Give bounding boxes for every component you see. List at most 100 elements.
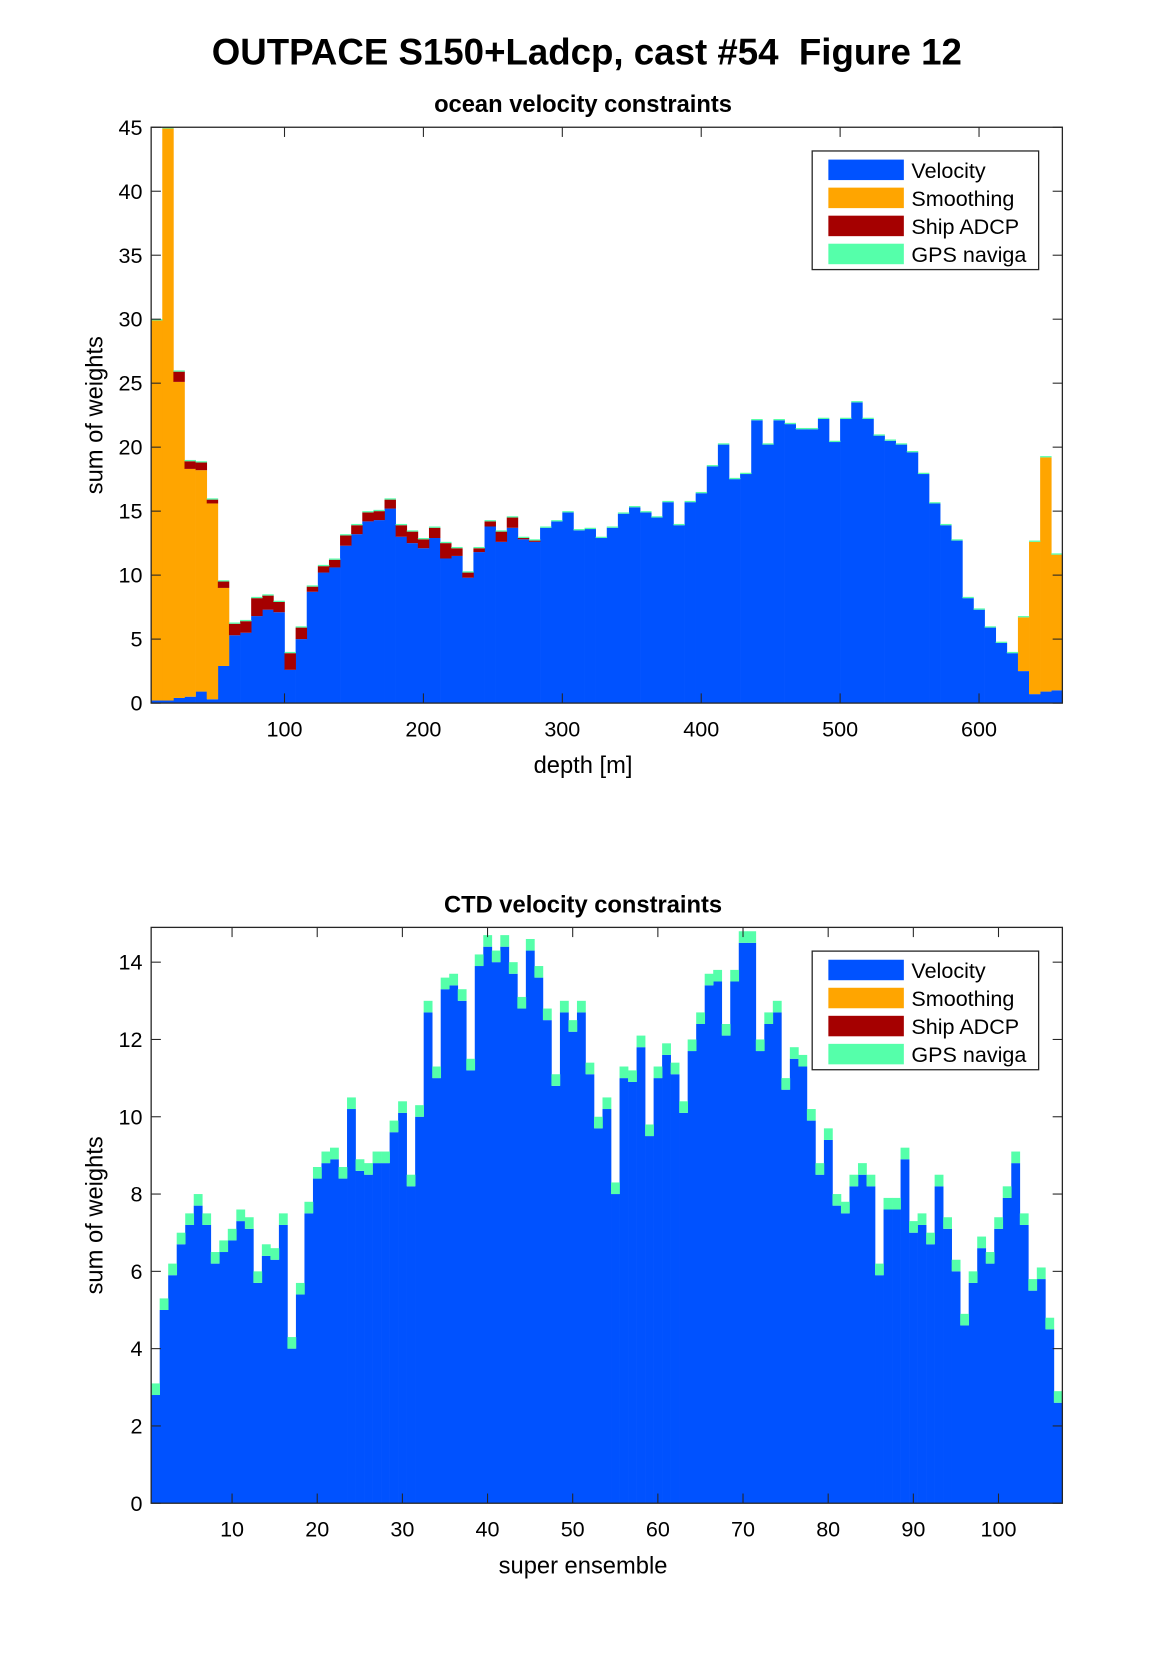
- bar-segment: [568, 1020, 578, 1032]
- bar-segment: [884, 439, 897, 441]
- bar-segment: [395, 523, 408, 526]
- bar-segment: [206, 498, 219, 500]
- x-tick-label: 10: [220, 1517, 244, 1542]
- bar-segment: [457, 1000, 467, 1504]
- bar-segment: [977, 1236, 987, 1249]
- bar-segment: [817, 417, 830, 420]
- y-tick-label: 0: [131, 1491, 143, 1516]
- bar-segment: [1019, 1224, 1029, 1504]
- bar-segment: [595, 538, 608, 704]
- bar-segment: [951, 539, 963, 541]
- bar-segment: [295, 1282, 305, 1295]
- bar-segment: [1028, 1279, 1038, 1291]
- bar-segment: [706, 466, 719, 704]
- bar-segment: [384, 498, 396, 500]
- y-tick-label: 4: [131, 1336, 143, 1361]
- bar-segment: [173, 370, 185, 372]
- bar-segment: [1036, 1279, 1046, 1504]
- bar-segment: [312, 1178, 322, 1504]
- bar-segment: [206, 503, 219, 700]
- bar-segment: [684, 500, 696, 503]
- bar-segment: [840, 419, 852, 704]
- bar-segment: [347, 1109, 356, 1504]
- bar-segment: [483, 946, 493, 1504]
- bar-segment: [645, 1124, 654, 1137]
- bar-segment: [773, 420, 785, 704]
- bar-segment: [406, 543, 419, 704]
- bar-segment: [985, 1263, 995, 1504]
- bar-segment: [781, 1078, 791, 1090]
- bar-segment: [721, 1024, 731, 1036]
- x-tick-label: 300: [544, 717, 580, 742]
- bar-segment: [384, 499, 396, 509]
- bar-segment: [717, 444, 730, 704]
- bar-segment: [340, 535, 352, 546]
- bar-segment: [1051, 553, 1063, 555]
- bar-segment: [875, 1263, 884, 1276]
- bar-segment: [295, 627, 308, 640]
- bar-segment: [917, 1213, 927, 1225]
- bar-segment: [862, 419, 874, 704]
- bar-segment: [696, 1012, 706, 1025]
- bar-segment: [159, 1309, 169, 1504]
- bar-segment: [951, 540, 963, 704]
- legend-label: GPS naviga: [911, 1042, 1026, 1067]
- bar-segment: [593, 1116, 603, 1129]
- bar-segment: [984, 626, 997, 628]
- bar-segment: [462, 571, 474, 573]
- bar-segment: [295, 626, 308, 628]
- axes-box: [150, 126, 1064, 704]
- bar-segment: [440, 989, 450, 1504]
- bar-segment: [423, 1012, 433, 1504]
- bar-segment: [895, 444, 908, 704]
- bar-segment: [795, 427, 808, 430]
- bar-segment: [449, 985, 459, 1504]
- bar-segment: [806, 1109, 816, 1121]
- bar-segment: [202, 1213, 212, 1225]
- bar-segment: [219, 1240, 229, 1253]
- y-tick-label: 5: [131, 627, 143, 652]
- x-tick-label: 200: [405, 717, 441, 742]
- bar-segment: [951, 1271, 961, 1504]
- bar-segment: [829, 440, 841, 443]
- bar-segment: [764, 1024, 774, 1504]
- bar-segment: [236, 1221, 246, 1504]
- bar-segment: [806, 1120, 816, 1504]
- bar-segment: [217, 665, 230, 704]
- bar-segment: [815, 1163, 825, 1175]
- bar-segment: [704, 973, 714, 986]
- bar-segment: [730, 969, 740, 982]
- bar-segment: [1029, 541, 1041, 695]
- y-tick-label: 45: [119, 115, 143, 140]
- x-tick-label: 100: [267, 717, 303, 742]
- bar-segment: [483, 935, 493, 947]
- bar-segment: [851, 401, 863, 403]
- bar-segment: [551, 1074, 561, 1086]
- bar-segment: [273, 600, 285, 602]
- bar-segment: [798, 1054, 808, 1067]
- bar-segment: [278, 1213, 288, 1225]
- bar-segment: [270, 1259, 280, 1504]
- bar-segment: [384, 508, 396, 704]
- bar-segment: [474, 966, 484, 1504]
- bar-segment: [202, 1224, 212, 1504]
- bar-segment: [262, 595, 274, 610]
- bar-segment: [362, 511, 374, 513]
- bar-segment: [1002, 1186, 1012, 1198]
- bar-segment: [228, 622, 241, 624]
- bar-segment: [317, 566, 330, 573]
- bar-segment: [628, 506, 641, 508]
- bar-segment: [195, 691, 208, 704]
- bar-segment: [473, 548, 485, 553]
- bar-segment: [584, 527, 596, 530]
- bar-segment: [747, 942, 757, 1504]
- bar-segment: [679, 1101, 688, 1113]
- bar-segment: [595, 536, 608, 539]
- bar-segment: [173, 697, 185, 704]
- bar-segment: [619, 1066, 629, 1079]
- bar-segment: [900, 1159, 910, 1504]
- bar-segment: [943, 1217, 952, 1229]
- bar-segment: [840, 1213, 850, 1504]
- bar-segment: [372, 1163, 382, 1504]
- bar-segment: [917, 1224, 927, 1504]
